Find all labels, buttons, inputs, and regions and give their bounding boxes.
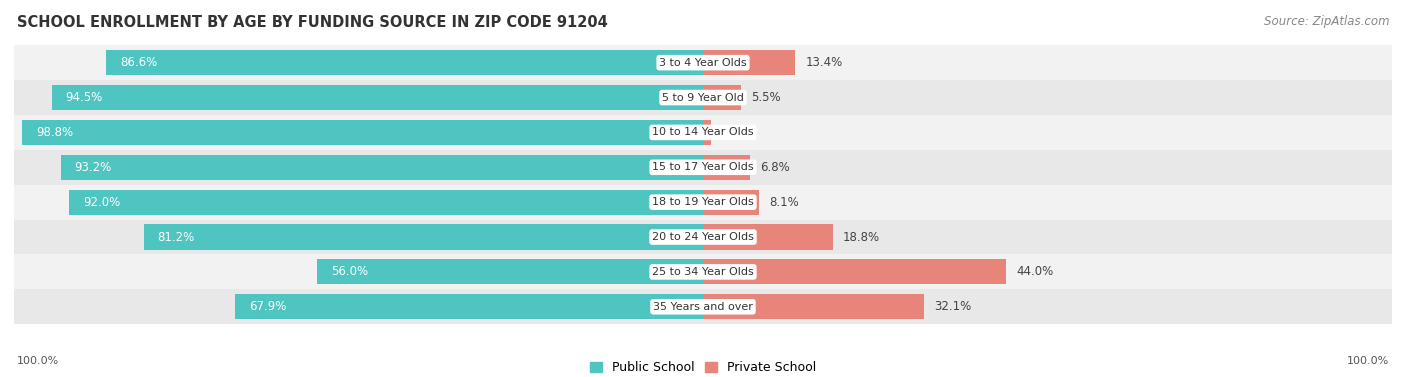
Text: 32.1%: 32.1% [935,300,972,313]
Text: 93.2%: 93.2% [75,161,112,174]
Bar [703,190,759,215]
Bar [14,45,1392,80]
Bar [703,85,741,110]
Bar [703,294,924,319]
Text: 13.4%: 13.4% [806,56,844,69]
Text: 92.0%: 92.0% [83,196,120,208]
Text: 3 to 4 Year Olds: 3 to 4 Year Olds [659,58,747,68]
Bar [14,185,1392,219]
Text: 5.5%: 5.5% [751,91,780,104]
Bar [14,115,1392,150]
Bar [703,259,1007,285]
Text: 20 to 24 Year Olds: 20 to 24 Year Olds [652,232,754,242]
Text: 5 to 9 Year Old: 5 to 9 Year Old [662,92,744,103]
Bar [52,85,703,110]
Bar [143,224,703,250]
Text: 15 to 17 Year Olds: 15 to 17 Year Olds [652,162,754,172]
Text: 8.1%: 8.1% [769,196,799,208]
Text: Source: ZipAtlas.com: Source: ZipAtlas.com [1264,15,1389,28]
Bar [703,120,711,145]
Bar [14,254,1392,290]
Text: 44.0%: 44.0% [1017,265,1053,278]
Text: 35 Years and over: 35 Years and over [652,302,754,312]
Bar [14,80,1392,115]
Bar [14,290,1392,324]
Text: SCHOOL ENROLLMENT BY AGE BY FUNDING SOURCE IN ZIP CODE 91204: SCHOOL ENROLLMENT BY AGE BY FUNDING SOUR… [17,15,607,30]
Bar [703,224,832,250]
Bar [235,294,703,319]
Text: 18.8%: 18.8% [842,231,880,244]
Text: 94.5%: 94.5% [66,91,103,104]
Text: 100.0%: 100.0% [1347,356,1389,366]
Bar [14,219,1392,254]
Bar [107,50,703,75]
Bar [60,155,703,180]
Bar [22,120,703,145]
Text: 86.6%: 86.6% [120,56,157,69]
Bar [703,50,796,75]
Text: 1.2%: 1.2% [721,126,751,139]
Text: 100.0%: 100.0% [17,356,59,366]
Text: 81.2%: 81.2% [157,231,194,244]
Text: 18 to 19 Year Olds: 18 to 19 Year Olds [652,197,754,207]
Bar [318,259,703,285]
Text: 56.0%: 56.0% [330,265,368,278]
Bar [703,155,749,180]
Bar [14,150,1392,185]
Text: 67.9%: 67.9% [249,300,287,313]
Text: 10 to 14 Year Olds: 10 to 14 Year Olds [652,127,754,138]
Legend: Public School, Private School: Public School, Private School [585,356,821,377]
Text: 98.8%: 98.8% [37,126,73,139]
Bar [69,190,703,215]
Text: 6.8%: 6.8% [761,161,790,174]
Text: 25 to 34 Year Olds: 25 to 34 Year Olds [652,267,754,277]
